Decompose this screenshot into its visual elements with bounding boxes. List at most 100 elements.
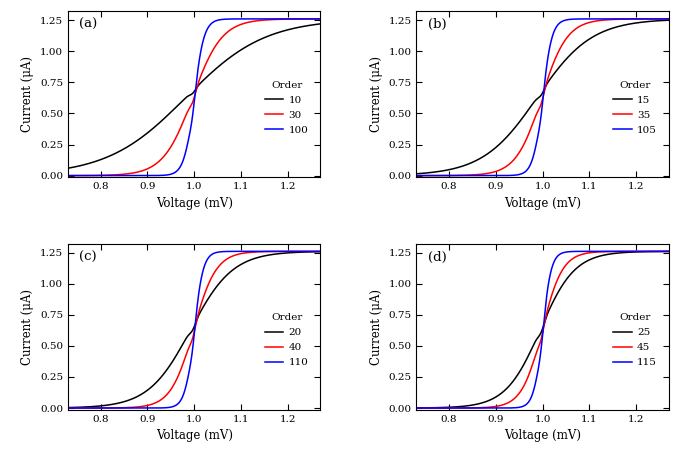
Line: 25: 25 bbox=[416, 251, 669, 408]
25 bbox=[660, 249, 668, 254]
20 bbox=[172, 354, 180, 359]
35 bbox=[509, 158, 517, 163]
25 bbox=[633, 249, 641, 255]
10 bbox=[161, 115, 169, 121]
20 bbox=[312, 249, 320, 255]
Line: 110: 110 bbox=[68, 251, 320, 408]
45 bbox=[509, 397, 517, 402]
30 bbox=[64, 173, 72, 178]
40 bbox=[107, 405, 115, 411]
10 bbox=[64, 165, 72, 171]
105 bbox=[441, 173, 449, 178]
30 bbox=[107, 172, 115, 178]
40 bbox=[312, 249, 320, 254]
115 bbox=[520, 403, 528, 409]
10 bbox=[316, 21, 325, 27]
Line: 115: 115 bbox=[416, 251, 669, 408]
Line: 40: 40 bbox=[68, 251, 320, 408]
100 bbox=[172, 169, 180, 174]
35 bbox=[665, 16, 673, 22]
25 bbox=[441, 405, 449, 410]
105 bbox=[456, 173, 464, 178]
35 bbox=[412, 173, 420, 178]
115 bbox=[509, 405, 517, 411]
115 bbox=[441, 405, 449, 411]
105 bbox=[412, 173, 420, 178]
40 bbox=[316, 249, 325, 254]
115 bbox=[633, 249, 641, 254]
15 bbox=[633, 20, 641, 26]
20 bbox=[64, 405, 72, 410]
100 bbox=[161, 173, 169, 178]
40 bbox=[92, 405, 100, 411]
30 bbox=[161, 153, 169, 158]
110 bbox=[161, 405, 169, 410]
45 bbox=[665, 249, 673, 254]
110 bbox=[92, 405, 100, 411]
45 bbox=[633, 249, 641, 254]
105 bbox=[633, 16, 641, 22]
110 bbox=[316, 249, 325, 254]
10 bbox=[107, 153, 115, 158]
30 bbox=[316, 16, 325, 22]
Line: 10: 10 bbox=[68, 24, 320, 168]
20 bbox=[316, 249, 325, 255]
115 bbox=[412, 405, 420, 411]
45 bbox=[520, 383, 528, 388]
100 bbox=[64, 173, 72, 178]
110 bbox=[172, 403, 180, 408]
Text: (a): (a) bbox=[79, 18, 98, 31]
105 bbox=[520, 170, 528, 175]
100 bbox=[312, 16, 320, 22]
115 bbox=[456, 405, 464, 411]
20 bbox=[284, 250, 292, 256]
25 bbox=[412, 405, 420, 411]
40 bbox=[64, 405, 72, 411]
X-axis label: Voltage (mV): Voltage (mV) bbox=[504, 197, 581, 210]
10 bbox=[312, 22, 320, 27]
45 bbox=[660, 249, 668, 254]
X-axis label: Voltage (mV): Voltage (mV) bbox=[155, 197, 233, 210]
Y-axis label: Current (μA): Current (μA) bbox=[21, 56, 35, 132]
Y-axis label: Current (μA): Current (μA) bbox=[370, 289, 383, 365]
105 bbox=[660, 16, 668, 22]
10 bbox=[284, 27, 292, 33]
35 bbox=[441, 173, 449, 178]
Y-axis label: Current (μA): Current (μA) bbox=[370, 56, 383, 132]
110 bbox=[107, 405, 115, 411]
X-axis label: Voltage (mV): Voltage (mV) bbox=[504, 429, 581, 442]
10 bbox=[172, 105, 180, 110]
35 bbox=[456, 173, 464, 178]
110 bbox=[64, 405, 72, 411]
15 bbox=[456, 164, 464, 169]
35 bbox=[660, 16, 668, 22]
Line: 35: 35 bbox=[416, 19, 669, 175]
100 bbox=[316, 16, 325, 22]
Legend: 20, 40, 110: 20, 40, 110 bbox=[261, 309, 312, 371]
20 bbox=[92, 403, 100, 409]
110 bbox=[312, 249, 320, 254]
40 bbox=[172, 379, 180, 384]
Line: 30: 30 bbox=[68, 19, 320, 175]
X-axis label: Voltage (mV): Voltage (mV) bbox=[155, 429, 233, 442]
15 bbox=[665, 17, 673, 23]
Legend: 10, 30, 100: 10, 30, 100 bbox=[261, 76, 312, 139]
15 bbox=[520, 113, 528, 119]
Line: 100: 100 bbox=[68, 19, 320, 175]
20 bbox=[107, 402, 115, 407]
105 bbox=[509, 173, 517, 178]
Text: (d): (d) bbox=[428, 251, 446, 263]
30 bbox=[312, 16, 320, 22]
115 bbox=[665, 249, 673, 254]
45 bbox=[456, 405, 464, 411]
25 bbox=[665, 249, 673, 254]
100 bbox=[284, 16, 292, 22]
25 bbox=[509, 378, 517, 384]
105 bbox=[665, 16, 673, 22]
100 bbox=[92, 173, 100, 178]
30 bbox=[172, 136, 180, 141]
30 bbox=[284, 16, 292, 22]
Text: (c): (c) bbox=[79, 251, 97, 263]
15 bbox=[441, 168, 449, 173]
110 bbox=[284, 249, 292, 254]
